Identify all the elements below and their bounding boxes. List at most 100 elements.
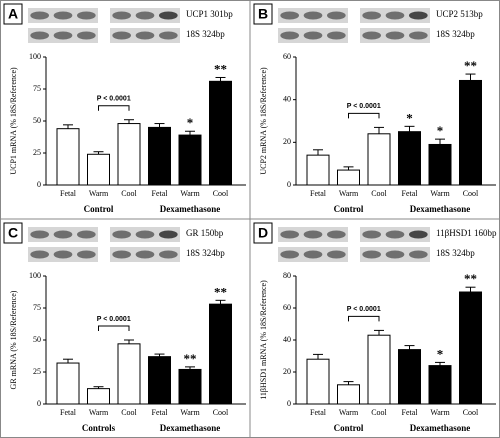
panel-letter: D [258,225,268,241]
x-tick-label: Warm [180,408,200,417]
bar [56,362,80,405]
bar [209,303,232,405]
blot-band [135,11,155,20]
blot-band [53,250,73,259]
panel-letter: A [8,6,18,22]
p-annotation: P < 0.0001 [97,316,131,323]
blot-band [77,230,96,239]
significance: * [437,123,444,138]
bar [117,123,141,186]
blot-band [409,11,428,20]
blot-band [409,230,428,239]
x-tick-label: Warm [180,189,200,198]
blot-band [362,250,381,259]
blot-band [280,11,299,20]
p-bracket [348,112,380,119]
bar [178,134,202,186]
group-label: Controls [82,423,116,433]
blot-band [135,230,155,239]
x-tick-label: Fetal [152,189,169,198]
bar [398,131,421,186]
y-tick-label: 100 [29,271,41,280]
y-tick-label: 20 [283,137,291,146]
y-tick-label: 20 [283,367,291,376]
blot-band [112,31,131,40]
blot-band [303,11,323,20]
bar [87,153,110,186]
panel: C GR 150bp 18S 324bp 0 25 50 75 100 GR mRNA (% 1… [3,222,246,433]
y-tick-label: 60 [283,52,291,61]
significance: ** [464,58,477,73]
x-tick-label: Cool [213,408,229,417]
panel-letter: C [8,225,18,241]
x-tick-label: Warm [430,408,450,417]
panel-letter-box [253,222,273,244]
blot-band [53,11,73,20]
blot-band [77,11,96,20]
significance: ** [464,271,477,286]
y-tick-label: 0 [287,399,291,408]
p-annotation: P < 0.0001 [347,306,381,313]
blot-band [327,31,346,40]
blot-band [327,250,346,259]
bar [398,349,421,405]
x-tick-label: Cool [371,189,387,198]
y-axis-label: UCP1 mRNA (% 18S/Reference) [9,67,18,175]
y-tick-label: 40 [283,94,291,103]
group-label: Dexamethasone [160,423,221,433]
significance: ** [184,351,197,366]
blot-label: 18S 324bp [436,29,475,39]
bar [367,133,391,186]
blot-band [385,250,405,259]
blot-band [159,250,178,259]
y-tick-label: 25 [33,148,41,157]
x-tick-label: Cool [213,189,229,198]
x-tick-label: Cool [463,189,479,198]
blot-band [280,250,299,259]
blot-band [303,230,323,239]
panel-letter-box [3,3,23,25]
bar [428,365,452,405]
y-tick-label: 100 [29,52,41,61]
y-tick-label: 50 [33,116,41,125]
y-tick-label: 25 [33,367,41,376]
blot-band [30,11,49,20]
panel-letter-box [253,3,273,25]
bar [87,388,110,405]
y-tick-label: 50 [33,335,41,344]
bar [428,143,452,186]
bar [148,356,171,405]
blot-band [135,31,155,40]
blot-band [30,31,49,40]
x-tick-label: Warm [339,408,359,417]
blot-band [385,230,405,239]
y-tick-label: 40 [283,335,291,344]
blot-band [112,250,131,259]
blot-label: UCP1 301bp [186,9,233,19]
x-tick-label: Fetal [60,189,77,198]
group-label: Control [334,204,364,214]
x-tick-label: Cool [371,408,387,417]
bar [56,128,80,186]
blot-band [362,11,381,20]
x-tick-label: Fetal [402,408,419,417]
y-tick-label: 75 [33,84,41,93]
bar [459,291,482,405]
blot-label: 18S 324bp [436,248,475,258]
y-tick-label: 75 [33,303,41,312]
blot-label: 18S 324bp [186,29,225,39]
blot-band [409,250,428,259]
blot-band [303,31,323,40]
panel: A UCP1 301bp 18S 324bp 0 25 50 75 100 UCP1 mRNA … [3,3,246,214]
blot-band [159,11,178,20]
blot-band [280,230,299,239]
x-tick-label: Warm [339,189,359,198]
group-label: Dexamethasone [160,204,221,214]
y-tick-label: 0 [37,399,41,408]
p-bracket [98,325,130,331]
blot-band [77,31,96,40]
p-annotation: P < 0.0001 [97,96,131,103]
bar [337,384,360,405]
bar [337,169,360,186]
